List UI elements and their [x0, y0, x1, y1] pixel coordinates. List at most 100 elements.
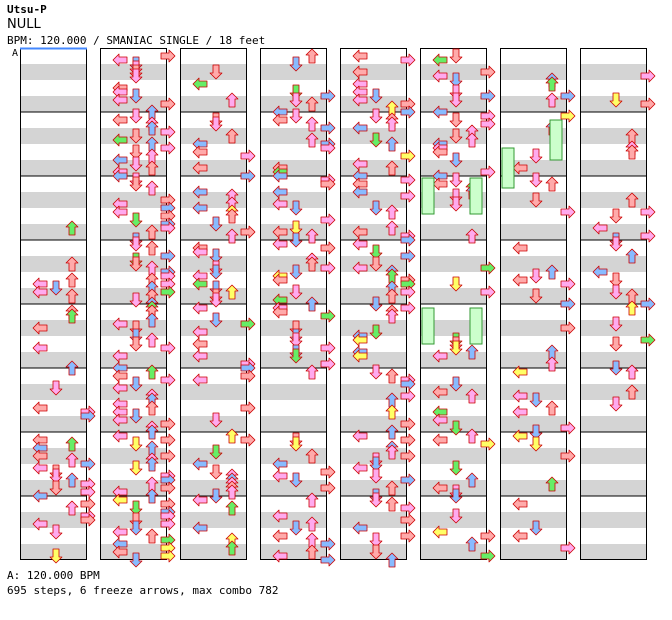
step-arrow-up: [65, 272, 79, 288]
step-arrow-left: [352, 157, 368, 171]
step-arrow-up: [145, 400, 159, 416]
step-arrow-left: [272, 529, 288, 543]
step-arrow-up: [625, 384, 639, 400]
step-arrow-left: [112, 525, 128, 539]
step-arrow-down: [369, 364, 383, 380]
step-arrow-down: [289, 232, 303, 248]
step-arrow-left: [112, 381, 128, 395]
step-arrow-down: [289, 220, 303, 236]
step-arrow-left: [192, 349, 208, 363]
step-arrow-down: [209, 264, 223, 280]
step-arrow-left: [112, 113, 128, 127]
step-arrow-down: [129, 256, 143, 272]
chart-column-border: [260, 48, 327, 560]
step-arrow-up: [145, 424, 159, 440]
step-arrow-up: [65, 288, 79, 304]
step-arrow-down: [49, 380, 63, 396]
step-arrow-down: [49, 480, 63, 496]
step-arrow-right: [160, 125, 176, 139]
step-arrow-right: [320, 121, 336, 135]
step-arrow-down: [129, 376, 143, 392]
step-arrow-down: [449, 460, 463, 476]
step-arrow-left: [592, 265, 608, 279]
step-arrow-left: [352, 349, 368, 363]
step-arrow-down: [289, 520, 303, 536]
step-arrow-down: [209, 312, 223, 328]
step-arrow-left: [32, 401, 48, 415]
step-arrow-down: [209, 464, 223, 480]
step-arrow-left: [432, 349, 448, 363]
beat-stripe: [20, 64, 87, 80]
step-arrow-down: [609, 236, 623, 252]
step-arrow-right: [640, 69, 656, 83]
step-arrow-down: [129, 108, 143, 124]
step-arrow-up: [305, 296, 319, 312]
bpm-marker-label: A: [12, 48, 19, 59]
step-arrow-left: [592, 221, 608, 235]
step-arrow-up: [225, 484, 239, 500]
step-arrow-down: [209, 216, 223, 232]
beat-stripe: [500, 512, 567, 528]
step-arrow-down: [129, 212, 143, 228]
step-arrow-down: [49, 524, 63, 540]
step-arrow-up: [545, 400, 559, 416]
step-arrow-left: [272, 509, 288, 523]
step-arrow-down: [369, 468, 383, 484]
step-arrow-down: [289, 108, 303, 124]
beat-stripe: [500, 320, 567, 336]
step-arrow-up: [545, 176, 559, 192]
step-arrow-down: [449, 92, 463, 108]
step-arrow-right: [560, 449, 576, 463]
beat-stripe: [580, 160, 647, 176]
step-arrow-right: [640, 333, 656, 347]
step-arrow-right: [160, 481, 176, 495]
step-arrow-right: [640, 297, 656, 311]
artist-name: Utsu-P: [7, 3, 47, 16]
step-arrow-up: [385, 116, 399, 132]
beat-stripe: [580, 192, 647, 208]
beat-stripe: [180, 128, 247, 144]
step-arrow-right: [80, 513, 96, 527]
step-arrow-right: [560, 205, 576, 219]
step-arrow-left: [32, 461, 48, 475]
step-arrow-down: [209, 488, 223, 504]
step-arrow-down: [369, 456, 383, 472]
chart-info: BPM: 120.000 / SMANIAC SINGLE / 18 feet: [7, 34, 266, 47]
step-arrow-right: [400, 449, 416, 463]
step-arrow-right: [80, 409, 96, 423]
step-arrow-left: [432, 413, 448, 427]
step-arrow-right: [160, 341, 176, 355]
step-arrow-down: [449, 112, 463, 128]
beat-stripe: [580, 64, 647, 80]
step-arrow-up: [385, 308, 399, 324]
step-arrow-up: [385, 288, 399, 304]
beat-stripe: [20, 320, 87, 336]
step-arrow-up: [305, 96, 319, 112]
step-arrow-up: [225, 228, 239, 244]
beat-stripe: [580, 128, 647, 144]
step-arrow-down: [529, 424, 543, 440]
step-arrow-left: [432, 481, 448, 495]
step-arrow-right: [80, 485, 96, 499]
step-arrow-left: [512, 497, 528, 511]
step-arrow-down: [529, 288, 543, 304]
step-arrow-up: [385, 552, 399, 568]
beat-stripe: [260, 128, 327, 144]
step-arrow-right: [560, 297, 576, 311]
step-arrow-up: [305, 448, 319, 464]
step-arrow-right: [400, 417, 416, 431]
step-arrow-up: [465, 344, 479, 360]
beat-stripe: [260, 160, 327, 176]
step-arrow-right: [640, 205, 656, 219]
step-arrow-down: [369, 108, 383, 124]
step-arrow-up: [145, 364, 159, 380]
step-arrow-left: [352, 429, 368, 443]
step-arrow-up: [225, 284, 239, 300]
step-arrow-up: [65, 220, 79, 236]
step-arrow-down: [129, 176, 143, 192]
step-arrow-right: [320, 537, 336, 551]
step-arrow-left: [512, 161, 528, 175]
step-arrow-up: [385, 204, 399, 220]
step-arrow-left: [112, 369, 128, 383]
beat-stripe: [180, 160, 247, 176]
